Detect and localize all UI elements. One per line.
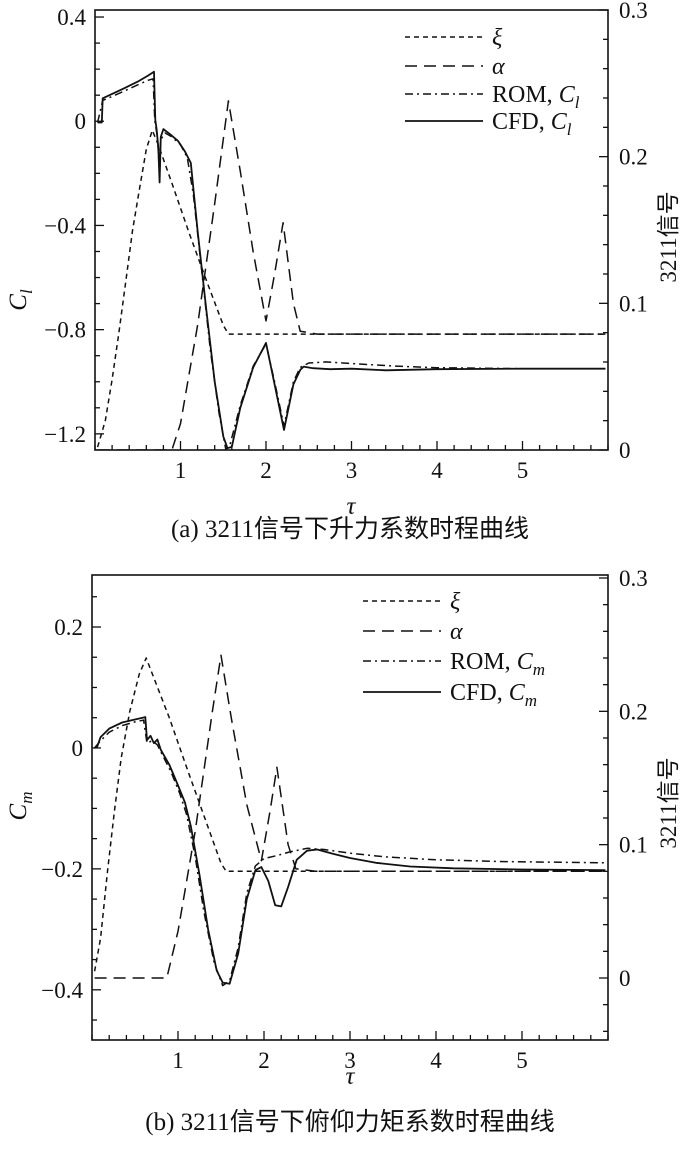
left-tick-label: −1.2 bbox=[44, 422, 86, 447]
x-tick-label: 2 bbox=[258, 1048, 270, 1073]
series-cfd-pitching-moment-coefficient-line bbox=[94, 716, 606, 985]
legend-label-cfd: CFD, Cm bbox=[450, 680, 537, 710]
chart-a-left-axis-title: Cl bbox=[5, 289, 36, 311]
x-tick-label: 4 bbox=[430, 1048, 442, 1073]
chart-b-pitching-moment-coefficient: 1 2 3 4 5 0.2 0 −0.2 −0.4 0 0.1 0.2 0.3 ξα ROM, CmCFD,… bbox=[5, 566, 681, 1136]
series-alpha-3211-signal-line bbox=[94, 654, 606, 979]
series-rom-pitching-moment-coefficient-line bbox=[94, 719, 606, 987]
x-tick-label: 4 bbox=[431, 458, 443, 483]
left-tick-label: −0.4 bbox=[41, 978, 83, 1003]
series-xi-3211-signal-line bbox=[96, 129, 606, 448]
chart-b-x-axis-title: τ bbox=[346, 1063, 356, 1090]
legend-label-cfd: CFD, Cl bbox=[492, 109, 572, 139]
right-tick-label: 0.2 bbox=[619, 699, 648, 724]
x-tick-label: 1 bbox=[175, 458, 187, 483]
right-tick-label: 0 bbox=[619, 438, 631, 463]
series-alpha-3211-signal-line bbox=[97, 100, 606, 450]
legend-label-rom: ROM, Cm bbox=[450, 649, 545, 679]
x-tick-label: 1 bbox=[172, 1048, 184, 1073]
legend-label-alpha: α bbox=[450, 619, 463, 645]
chart-a-right-axis-title: 3211信号 bbox=[656, 191, 681, 282]
left-tick-label: 0 bbox=[72, 736, 84, 761]
left-tick-label: −0.8 bbox=[44, 318, 86, 343]
x-tick-label: 5 bbox=[516, 1048, 528, 1073]
chart-b-right-axis-title: 3211信号 bbox=[656, 757, 681, 848]
legend-label-rom: ROM, Cl bbox=[492, 82, 580, 112]
chart-a-caption: (a) 3211信号下升力系数时程曲线 bbox=[171, 515, 529, 543]
left-tick-label: −0.4 bbox=[44, 213, 86, 238]
left-tick-label: 0.4 bbox=[57, 5, 86, 30]
series-cfd-lift-coefficient-line bbox=[97, 70, 606, 450]
left-tick-label: 0 bbox=[75, 109, 87, 134]
plot-frame bbox=[94, 9, 609, 451]
x-tick-label: 5 bbox=[517, 458, 529, 483]
left-tick-label: 0.2 bbox=[54, 615, 83, 640]
right-tick-label: 0.3 bbox=[619, 566, 648, 591]
chart-b-left-axis-title: Cm bbox=[5, 792, 36, 821]
chart-b-caption: (b) 3211信号下俯仰力矩系数时程曲线 bbox=[145, 1108, 554, 1136]
chart-a-x-axis-title: τ bbox=[347, 493, 357, 520]
right-tick-label: 0.3 bbox=[619, 0, 648, 23]
legend-label-alpha: α bbox=[492, 54, 505, 80]
x-tick-label: 3 bbox=[346, 458, 358, 483]
right-tick-label: 0 bbox=[619, 966, 631, 991]
legend-label-xi: ξ bbox=[492, 25, 503, 51]
right-tick-label: 0.1 bbox=[619, 291, 648, 316]
left-tick-label: −0.2 bbox=[41, 857, 83, 882]
legend-label-xi: ξ bbox=[450, 589, 461, 615]
x-tick-label: 3 bbox=[344, 1048, 356, 1073]
right-tick-label: 0.2 bbox=[619, 145, 648, 170]
x-tick-label: 2 bbox=[260, 458, 272, 483]
right-tick-label: 0.1 bbox=[619, 833, 648, 858]
